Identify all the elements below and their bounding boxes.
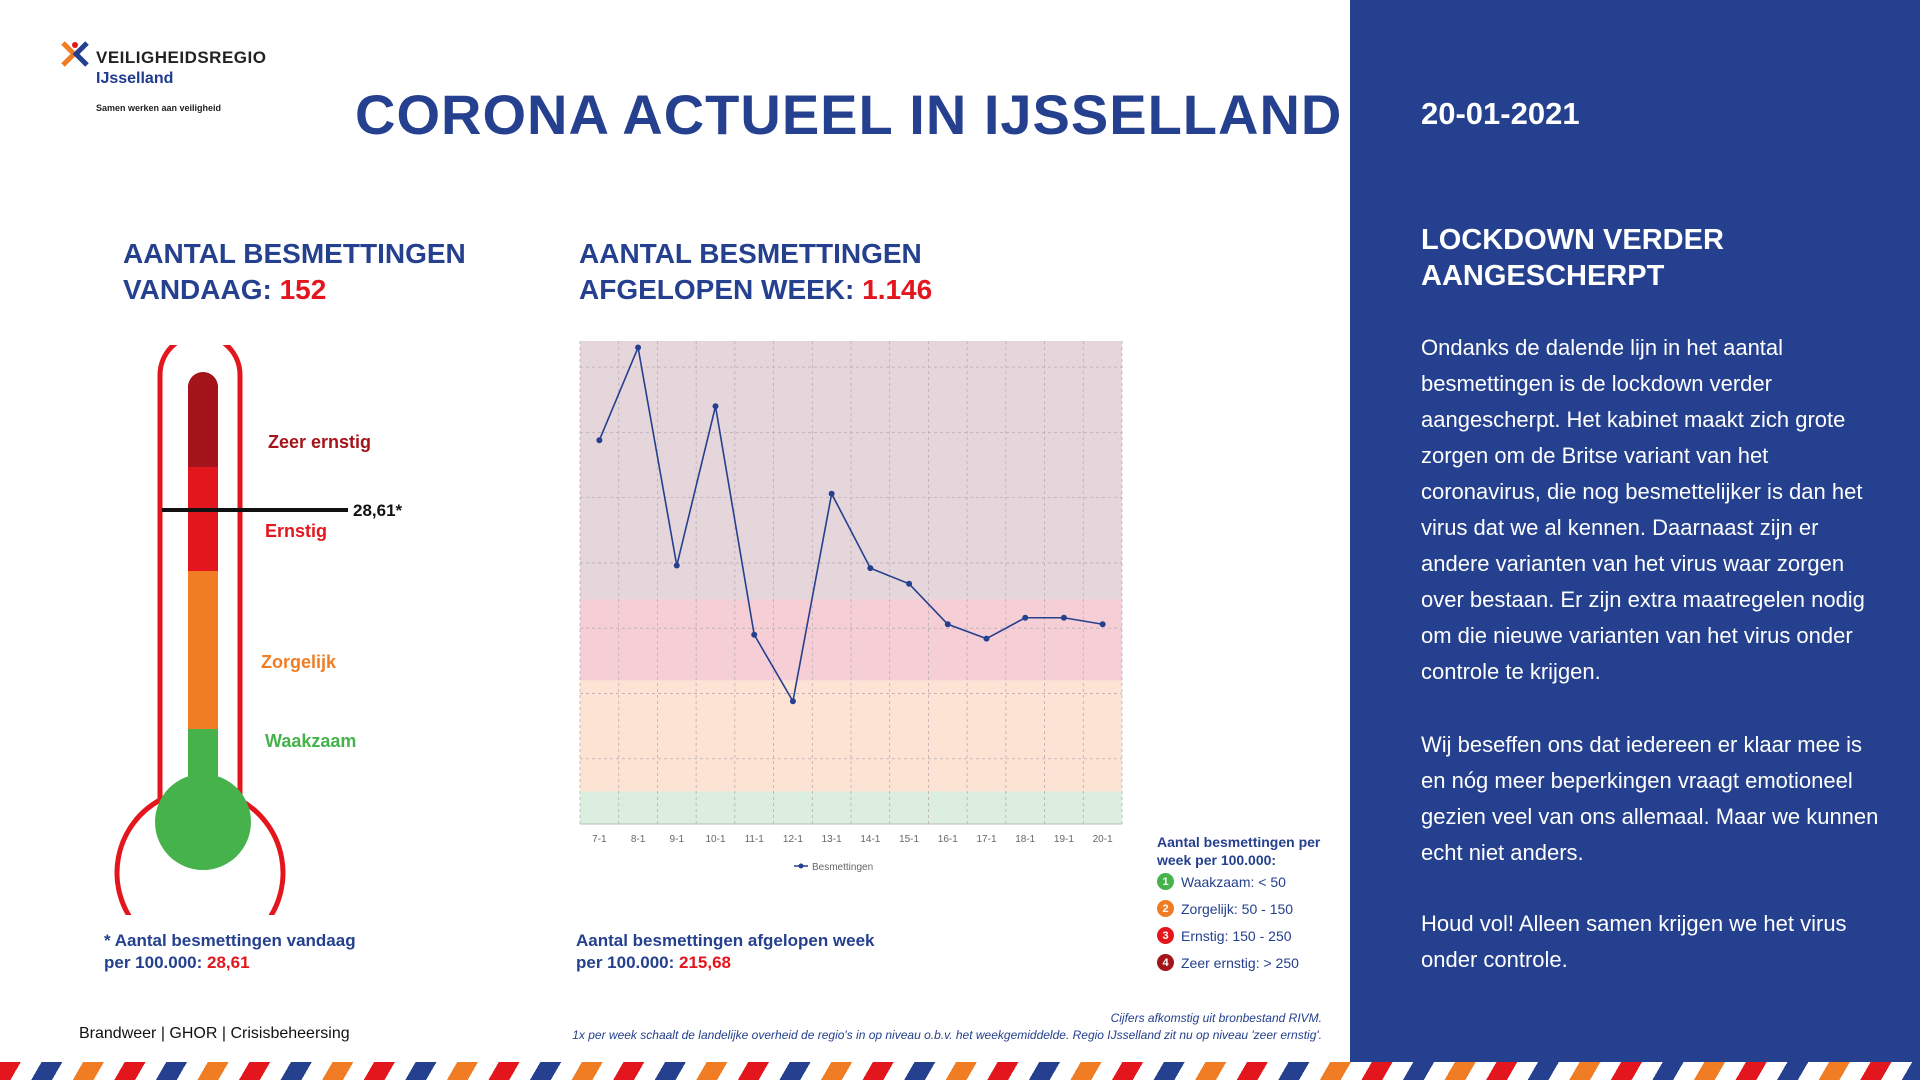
per-100k-today-note: * Aantal besmettingen vandaag per 100.00… <box>104 930 356 974</box>
news-heading: LOCKDOWN VERDER AANGESCHERPT <box>1421 224 1724 292</box>
heading-line: AFGELOPEN WEEK: 1.146 <box>579 272 932 308</box>
data-point <box>1099 621 1106 628</box>
infections-line-chart: 7-1 8-1 9-1 10-1 11-1 12-1 13-1 14-1 15-1 16-1 17-… <box>579 341 1123 873</box>
chart-risk-band <box>580 791 1122 824</box>
per-100k-today-value: 28,61 <box>207 953 250 972</box>
data-point <box>828 490 835 497</box>
number-4-icon: 4 <box>1157 954 1174 971</box>
source-line: Cijfers afkomstig uit bronbestand RIVM. <box>1110 1011 1322 1025</box>
x-tick-label: 20-1 <box>1093 834 1113 845</box>
news-paragraph: Ondanks de dalende lijn in het aantal be… <box>1421 335 1865 684</box>
level-waakzaam-label: Waakzaam <box>265 731 357 751</box>
source-note: Cijfers afkomstig uit bronbestand RIVM. … <box>480 1010 1322 1044</box>
legend-label: Zorgelijk: 50 - 150 <box>1181 900 1294 917</box>
source-line: 1x per week schaalt de landelijke overhe… <box>572 1028 1322 1042</box>
legend-item-zeer-ernstig: 4 Zeer ernstig: > 250 <box>1157 954 1299 971</box>
heading-line: AANTAL BESMETTINGEN <box>123 238 466 269</box>
heading-line: VANDAAG: 152 <box>123 272 466 308</box>
note-line: per 100.000: 215,68 <box>576 952 875 974</box>
heading-label: VANDAAG: <box>123 274 280 305</box>
thermometer-marker-value: 28,61* <box>353 501 403 520</box>
x-tick-label: 16-1 <box>938 834 958 845</box>
heading-line: AANTAL BESMETTINGEN <box>579 238 922 269</box>
series-line-besmettingen <box>598 344 1103 704</box>
level-zorgelijk-label: Zorgelijk <box>261 652 337 672</box>
risk-legend-title: Aantal besmettingen per week per 100.000… <box>1157 834 1321 868</box>
x-tick-label: 9-1 <box>670 834 685 845</box>
infections-today-heading: AANTAL BESMETTINGEN VANDAAG: 152 <box>123 236 466 308</box>
number-3-icon: 3 <box>1157 927 1174 944</box>
data-point <box>983 635 990 642</box>
x-tick-label: 8-1 <box>631 834 646 845</box>
report-date: 20-01-2021 <box>1421 96 1580 131</box>
decorative-stripe <box>0 1062 1920 1080</box>
note-line: * Aantal besmettingen vandaag <box>104 931 356 950</box>
per-100k-week-note: Aantal besmettingen afgelopen week per 1… <box>576 930 875 974</box>
news-paragraph: Wij beseffen ons dat iedereen er klaar m… <box>1421 732 1879 865</box>
note-line: per 100.000: 28,61 <box>104 952 356 974</box>
x-tick-label: 7-1 <box>592 834 607 845</box>
legend-item-waakzaam: 1 Waakzaam: < 50 <box>1157 873 1286 890</box>
logo-title: VEILIGHEIDSREGIO <box>96 48 267 67</box>
x-tick-label: 12-1 <box>783 834 803 845</box>
level-ernstig-label: Ernstig <box>265 521 328 541</box>
x-tick-label: 15-1 <box>899 834 919 845</box>
per-100k-week-value: 215,68 <box>679 953 732 972</box>
data-point <box>751 631 758 638</box>
level-zeer-ernstig-label: Zeer ernstig <box>268 432 372 452</box>
data-point <box>789 698 796 705</box>
infections-week-heading: AANTAL BESMETTINGEN AFGELOPEN WEEK: 1.14… <box>579 236 932 308</box>
news-paragraph: Houd vol! Alleen samen krijgen we het vi… <box>1421 911 1847 972</box>
data-point <box>596 437 603 444</box>
data-point <box>867 565 874 572</box>
x-tick-label: 14-1 <box>860 834 880 845</box>
therm-ernstig-segment <box>188 467 218 571</box>
x-tick-label: 13-1 <box>822 834 842 845</box>
data-point <box>712 403 719 410</box>
number-2-icon: 2 <box>1157 900 1174 917</box>
legend-point-swatch <box>798 863 804 869</box>
legend-item-zorgelijk: 2 Zorgelijk: 50 - 150 <box>1157 900 1293 917</box>
therm-bulb <box>155 774 251 870</box>
note-line: Aantal besmettingen afgelopen week <box>576 931 875 950</box>
therm-zeer-ernstig-segment <box>188 385 218 467</box>
x-tick-label: 19-1 <box>1054 834 1074 845</box>
heading-label: AFGELOPEN WEEK: <box>579 274 863 305</box>
thermometer-icon <box>114 345 348 915</box>
footer-organisations: Brandweer | GHOR | Crisisbeheersing <box>79 1025 350 1042</box>
therm-zorgelijk-segment <box>188 571 218 729</box>
legend-item-ernstig: 3 Ernstig: 150 - 250 <box>1157 927 1292 944</box>
note-label: per 100.000: <box>576 953 680 972</box>
data-point <box>906 580 913 587</box>
x-tick-label: 11-1 <box>745 834 765 845</box>
side-panel <box>1350 0 1920 1062</box>
x-tick-label: 18-1 <box>1015 834 1035 845</box>
veiligheidsregio-logo-icon <box>61 41 89 67</box>
infections-week-value: 1.146 <box>862 274 933 305</box>
data-point <box>635 344 642 351</box>
legend-label: Zeer ernstig: > 250 <box>1181 954 1299 971</box>
legend-label: Ernstig: 150 - 250 <box>1181 927 1292 944</box>
chart-legend-label: Besmettingen <box>812 862 873 873</box>
chart-risk-band <box>580 680 1122 792</box>
logo-region: IJsselland <box>96 70 174 87</box>
data-point <box>1022 614 1029 621</box>
logo-tagline: Samen werken aan veiligheid <box>96 103 222 113</box>
number-1-icon: 1 <box>1157 873 1174 890</box>
note-label: per 100.000: <box>104 953 208 972</box>
legend-label: Waakzaam: < 50 <box>1181 873 1286 890</box>
data-point <box>944 621 951 628</box>
page-title: CORONA ACTUEEL IN IJSSELLAND <box>355 83 1343 146</box>
data-point <box>1060 614 1067 621</box>
x-tick-label: 17-1 <box>976 834 996 845</box>
data-point <box>673 562 680 569</box>
x-tick-label: 10-1 <box>705 834 725 845</box>
infections-today-value: 152 <box>279 274 327 305</box>
